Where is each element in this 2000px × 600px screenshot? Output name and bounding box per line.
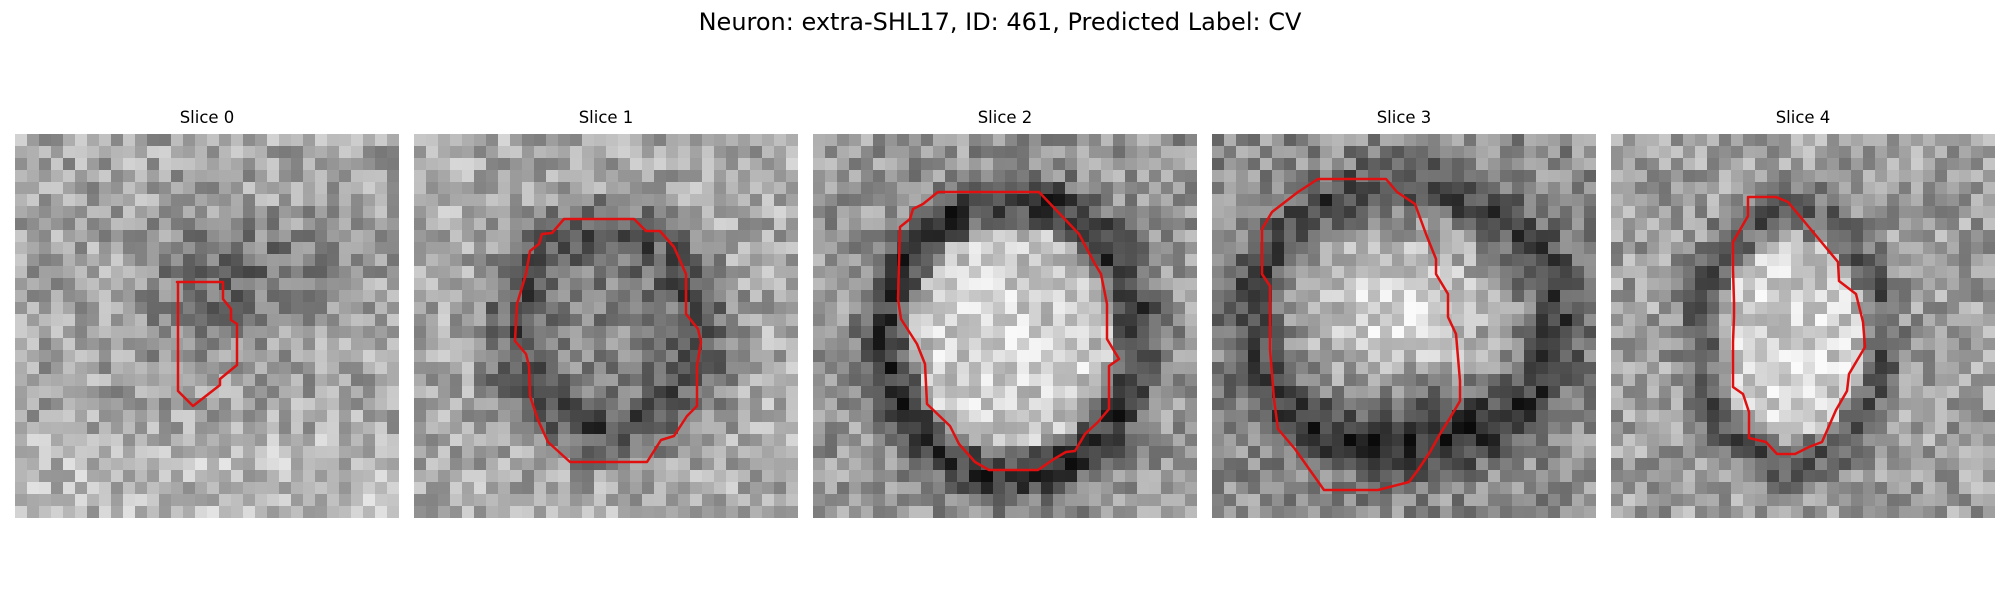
slice-pixels-3 (1212, 134, 1596, 518)
slice-title-0: Slice 0 (179, 108, 235, 127)
slice-pixels-0 (15, 134, 399, 518)
slice-title-4: Slice 4 (1775, 108, 1831, 127)
slice-image-1 (414, 134, 798, 518)
slice-title-1: Slice 1 (578, 108, 634, 127)
slice-pixels-4 (1611, 134, 1995, 518)
figure-title: Neuron: extra-SHL17, ID: 461, Predicted … (698, 8, 1302, 36)
slice-panel-3: Slice 3 (1212, 107, 1596, 518)
segmentation-contour-1 (513, 217, 703, 464)
slice-title-2: Slice 2 (977, 108, 1033, 127)
segmentation-contour-3 (1260, 177, 1462, 492)
slice-pixels-1 (414, 134, 798, 518)
segmentation-contour-0 (175, 280, 239, 408)
slice-panel-1: Slice 1 (414, 107, 798, 518)
slice-panel-0: Slice 0 (15, 107, 399, 518)
slice-image-3 (1212, 134, 1596, 518)
slice-image-2 (813, 134, 1197, 518)
segmentation-contour-4 (1731, 195, 1867, 456)
slice-image-4 (1611, 134, 1995, 518)
slice-panel-4: Slice 4 (1611, 107, 1995, 518)
segmentation-contour-2 (896, 190, 1121, 472)
slice-title-3: Slice 3 (1376, 108, 1432, 127)
slice-pixels-2 (813, 134, 1197, 518)
slice-image-0 (15, 134, 399, 518)
slice-panel-2: Slice 2 (813, 107, 1197, 518)
